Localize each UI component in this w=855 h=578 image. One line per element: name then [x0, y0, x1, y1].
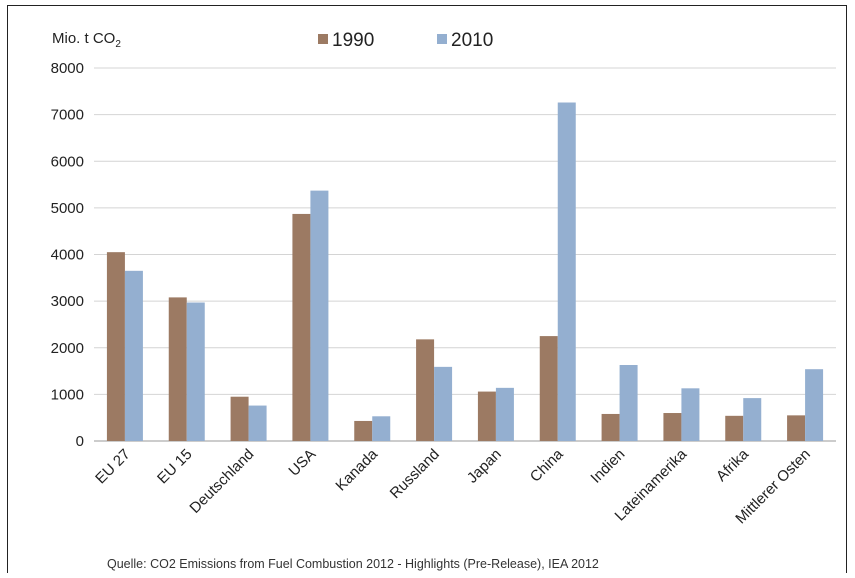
bar-series1: [539, 336, 558, 441]
x-tick-label: EU 27: [92, 446, 134, 488]
bar-series2: [681, 388, 700, 441]
bar-series1: [787, 415, 806, 441]
bar-series1: [663, 413, 682, 441]
bar-series2: [805, 369, 824, 441]
y-tick-label: 1000: [51, 386, 84, 403]
bar-series2: [434, 366, 453, 441]
x-tick-label: Indien: [587, 446, 628, 487]
bar-series2: [743, 398, 762, 441]
bar-series1: [601, 413, 620, 441]
legend-label: 2010: [451, 30, 493, 51]
y-tick-label: 5000: [51, 200, 84, 217]
bar-series2: [495, 387, 514, 441]
y-tick-label: 0: [76, 433, 84, 450]
bar-series1: [477, 391, 496, 441]
x-tick-label: China: [527, 445, 567, 485]
y-axis-unit-label: Mio. t CO2: [52, 30, 121, 50]
bar-series2: [186, 302, 205, 441]
x-tick-label: USA: [285, 446, 319, 480]
bar-series2: [372, 416, 391, 441]
bar-series1: [354, 420, 373, 441]
bar-series1: [230, 396, 249, 441]
unit-main: Mio. t CO: [52, 30, 116, 47]
chart-frame: [7, 5, 847, 573]
y-tick-label: 2000: [51, 340, 84, 357]
y-tick-label: 8000: [51, 60, 84, 77]
y-tick-label: 6000: [51, 153, 84, 170]
x-tick-label: Deutschland: [186, 446, 257, 517]
source-note: Quelle: CO2 Emissions from Fuel Combusti…: [107, 557, 599, 571]
y-tick-label: 7000: [51, 107, 84, 124]
bar-series2: [557, 102, 576, 441]
legend-label: 1990: [332, 30, 374, 51]
bar-series2: [619, 365, 638, 441]
bar-series1: [416, 339, 435, 441]
x-tick-label: Kanada: [332, 445, 381, 494]
x-tick-label: Japan: [464, 446, 505, 487]
x-tick-label: EU 15: [154, 446, 196, 488]
unit-subscript: 2: [115, 39, 121, 50]
bar-series1: [168, 297, 187, 441]
x-tick-label: Russland: [387, 446, 443, 502]
legend-swatch: [318, 34, 328, 44]
bar-series1: [106, 252, 125, 441]
bar-series2: [124, 270, 143, 441]
bar-series2: [248, 405, 267, 441]
y-tick-label: 3000: [51, 293, 84, 310]
bar-series1: [292, 213, 311, 441]
legend-swatch: [437, 34, 447, 44]
y-tick-label: 4000: [51, 247, 84, 264]
bar-series1: [725, 415, 744, 441]
bar-series2: [310, 190, 329, 441]
x-tick-label: Afrika: [713, 445, 753, 485]
